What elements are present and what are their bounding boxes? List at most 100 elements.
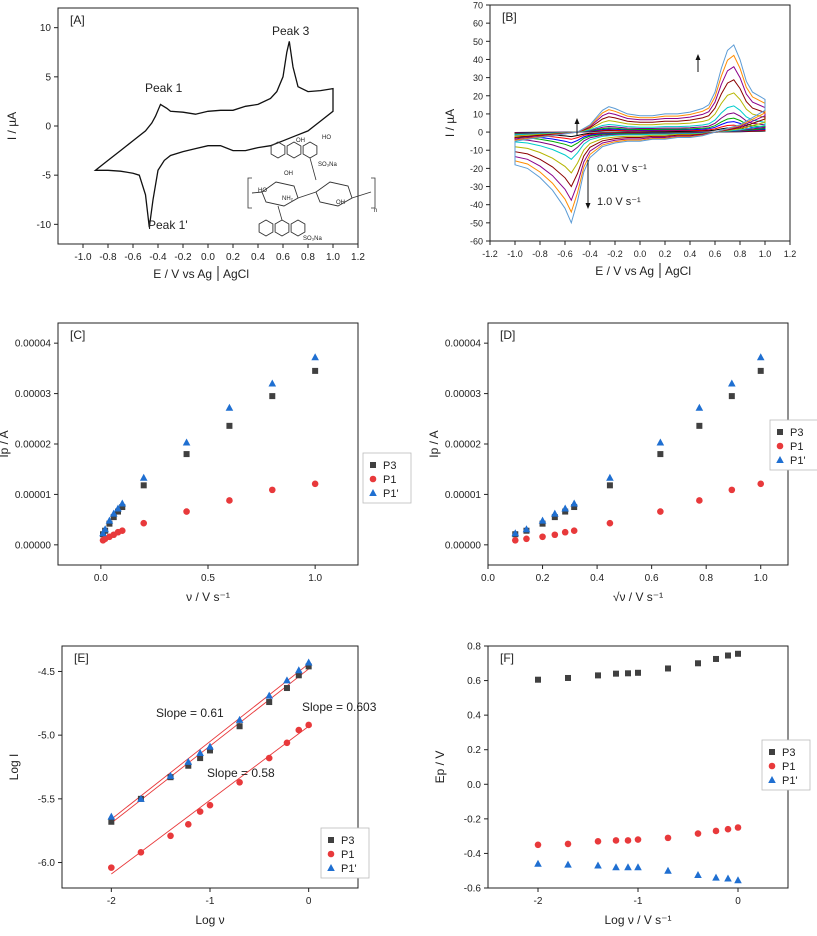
panel-label: [C]	[70, 328, 85, 342]
legend-marker-p1	[776, 442, 784, 450]
x-tick-label: 0.4	[684, 249, 697, 259]
x-tick-label: 0.8	[301, 252, 315, 263]
x-tick-label: 1.0	[326, 252, 340, 263]
data-point-p1prime	[109, 509, 118, 517]
data-point-p1	[664, 834, 672, 842]
data-point-p3	[207, 747, 213, 754]
data-point-p3	[625, 670, 631, 677]
legend-marker-p3	[370, 462, 376, 468]
legend-marker-p1prime	[768, 776, 776, 783]
x-tick-label: -0.2	[607, 249, 623, 259]
data-point-p3	[312, 367, 319, 374]
y-axis-label: I / µA	[5, 112, 19, 140]
data-point-p3	[539, 520, 546, 527]
data-point-p1	[734, 824, 742, 831]
glycosidic-bond	[297, 191, 317, 199]
data-point-p1prime	[304, 658, 313, 666]
legend-marker-p1prime	[776, 456, 784, 463]
data-point-p1prime	[734, 876, 742, 884]
data-point-p1	[108, 864, 115, 871]
data-point-p1prime	[235, 715, 244, 723]
y-tick-label: 10	[40, 23, 52, 34]
x-tick-label: 0.0	[481, 573, 495, 584]
arrow-down-head	[585, 203, 591, 209]
data-point-p3	[728, 393, 735, 400]
y-tick-label: -6.0	[38, 858, 56, 869]
data-point-p1prime	[538, 516, 547, 524]
panel-a: -1.0 -0.8 -0.6 -0.4 -0.2 0.0 0.2 0.4 0.6 0.8 1.0 1.…	[5, 7, 377, 281]
y-tick-label: 0	[478, 128, 483, 138]
data-point-p1	[283, 739, 291, 747]
data-point-p3	[140, 482, 147, 489]
x-axis-label-suffix: AgCl	[223, 267, 249, 281]
x-tick-label: 1.2	[351, 252, 365, 263]
structure-label: OH	[284, 171, 293, 177]
x-tick-label: 0.0	[634, 249, 647, 259]
x-tick-label: 0.0	[94, 573, 108, 584]
anthraquinone-ring-bottom	[274, 219, 290, 237]
data-point-p1	[118, 527, 126, 535]
data-point-p1	[140, 519, 148, 527]
data-point-p1prime	[268, 379, 277, 387]
y-tick-label: -5.5	[38, 794, 56, 805]
y-tick-label: 10	[473, 109, 483, 119]
legend-marker-p3	[328, 837, 334, 843]
data-point-p3	[713, 655, 719, 662]
x-axis-label-suffix: AgCl	[665, 264, 691, 278]
panel-label: [B]	[502, 10, 517, 24]
data-point-p1prime	[101, 525, 109, 533]
data-point-p3	[226, 422, 233, 429]
anthraquinone-ring-top	[286, 141, 302, 159]
data-point-p3	[696, 422, 703, 429]
x-tick-label: 0.8	[734, 249, 747, 259]
data-point-p1	[226, 497, 233, 504]
y-axis-label: Ep / V	[433, 751, 447, 784]
data-point-p1prime	[118, 499, 127, 507]
y-tick-label: 60	[473, 19, 483, 29]
data-point-p3	[115, 508, 121, 515]
data-point-p1prime	[634, 863, 642, 871]
data-point-p3	[108, 818, 115, 825]
structure-label: HO	[258, 188, 267, 194]
x-tick-label: 0.2	[659, 249, 672, 259]
data-point-p1	[236, 778, 243, 786]
y-tick-label: -5	[42, 171, 51, 182]
data-point-p1prime	[570, 499, 578, 507]
data-point-p3	[695, 660, 701, 667]
data-point-p1	[570, 527, 578, 535]
y-tick-label: -20	[470, 164, 483, 174]
y-tick-label: 0.00001	[15, 490, 52, 501]
y-tick-label: 40	[473, 55, 483, 65]
chain-bond-right	[351, 191, 372, 199]
y-tick-label: -10	[470, 146, 483, 156]
data-point-p1prime	[624, 863, 632, 871]
data-point-p3	[665, 665, 671, 672]
y-tick-label: 0.00000	[445, 540, 482, 551]
data-point-p1prime	[728, 379, 736, 387]
data-point-p1prime	[107, 812, 116, 820]
x-tick-label: -0.2	[174, 252, 192, 263]
panel-c: 0.0 0.5 1.0 0.00000 0.00001 0.00002 0.00003 0.0…	[0, 322, 412, 604]
data-point-p1prime	[712, 873, 720, 881]
annotation-high-scan-rate: 1.0 V s⁻¹	[597, 196, 641, 208]
y-tick-label: 0.6	[467, 676, 481, 687]
x-tick-label: 0	[306, 896, 312, 907]
anthraquinone-ring-bottom	[258, 219, 274, 237]
x-tick-label: 0.8	[699, 573, 713, 584]
data-point-p3	[595, 672, 601, 679]
anthraquinone-ring-top	[270, 141, 286, 159]
data-point-p3	[305, 663, 312, 670]
y-tick-label: 0.00002	[15, 440, 52, 451]
x-tick-label: -1.2	[482, 249, 498, 259]
data-point-p1prime	[166, 771, 175, 779]
data-point-p1	[295, 726, 303, 734]
data-point-p1prime	[534, 859, 542, 867]
data-point-p1prime	[295, 666, 303, 674]
x-tick-label: -0.8	[532, 249, 548, 259]
x-tick-label: 1.0	[759, 249, 772, 259]
cv-curve-scan-8	[514, 79, 766, 188]
x-tick-label: 0.6	[709, 249, 722, 259]
panel-d: 0.0 0.2 0.4 0.6 0.8 1.0 0.00000 0.00001 0.00002 0…	[427, 322, 817, 604]
legend-label: P3	[383, 460, 396, 472]
